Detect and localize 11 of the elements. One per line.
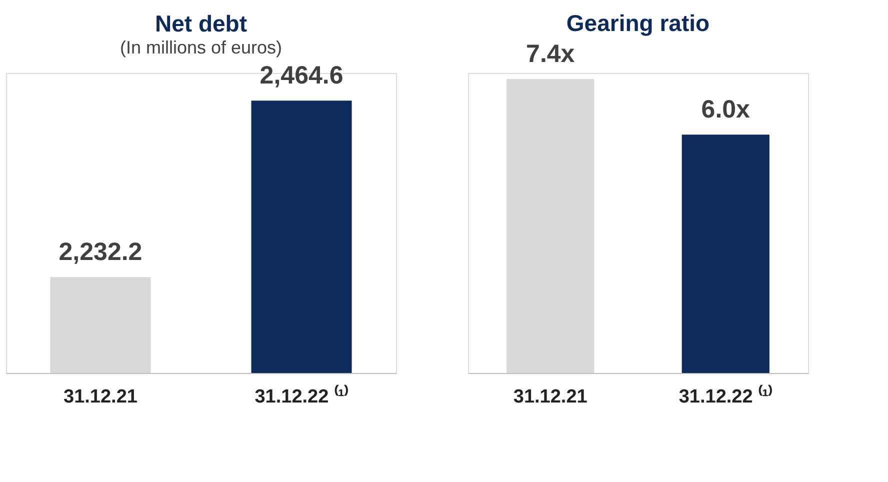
data-label: 2,464.6 xyxy=(260,62,344,90)
x-tick-label: 31.12.22 ⁽¹⁾ xyxy=(254,384,348,408)
chart-title: Net debt xyxy=(155,10,248,37)
x-tick-label: 31.12.22 ⁽¹⁾ xyxy=(678,384,772,408)
x-tick-label: 31.12.21 xyxy=(64,386,138,408)
data-label: 6.0x xyxy=(701,96,750,124)
chart-title: Gearing ratio xyxy=(566,10,710,36)
data-label: 2,232.2 xyxy=(58,238,142,266)
data-label: 7.4x xyxy=(526,40,575,68)
chart-subtitle: (In millions of euros) xyxy=(120,38,282,58)
x-tick-label: 31.12.21 xyxy=(513,386,588,408)
